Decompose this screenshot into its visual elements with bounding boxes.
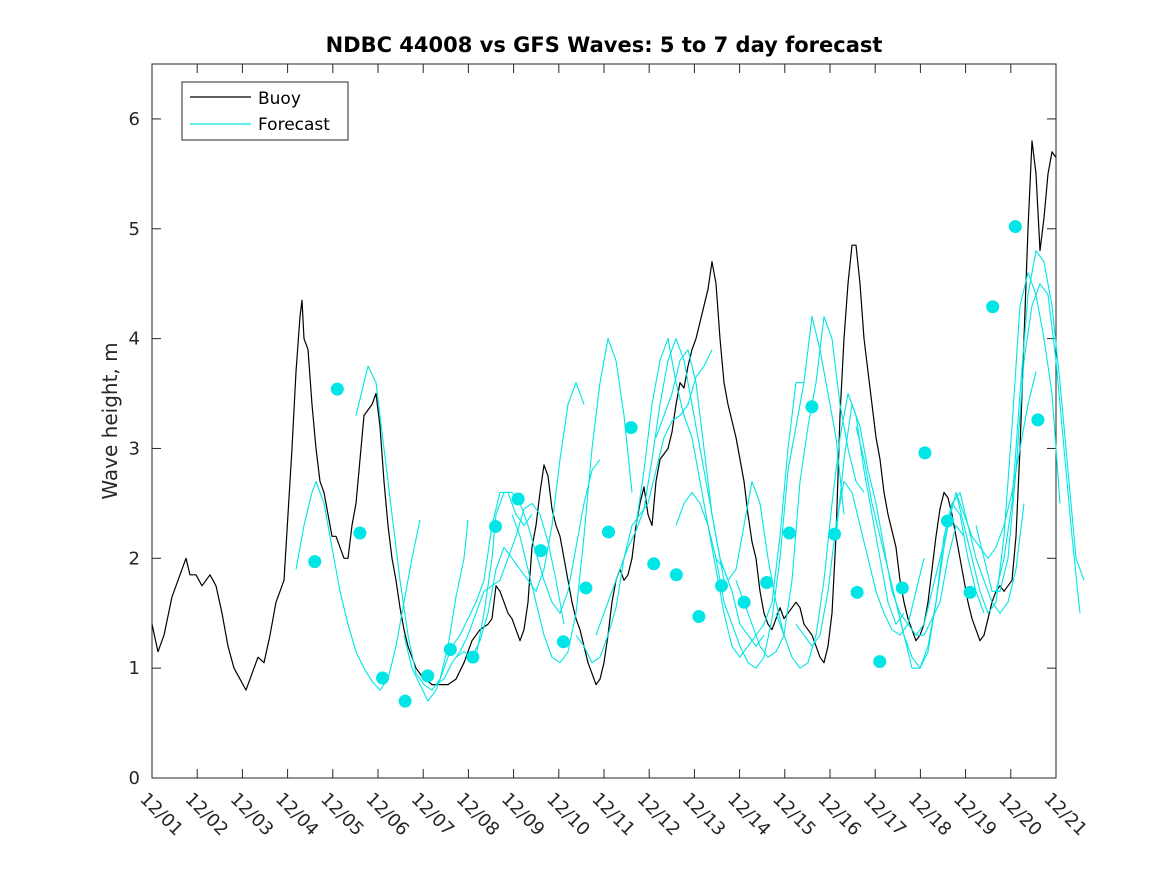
forecast-marker <box>941 514 955 528</box>
forecast-marker <box>308 555 322 569</box>
forecast-marker <box>511 492 525 506</box>
forecast-markers <box>308 220 1045 708</box>
chart-title: NDBC 44008 vs GFS Waves: 5 to 7 day fore… <box>326 33 883 57</box>
forecast-line <box>435 502 565 686</box>
forecast-marker <box>873 655 887 669</box>
forecast-line <box>975 283 1081 614</box>
y-tick-label: 2 <box>129 548 140 569</box>
forecast-line <box>835 403 965 636</box>
legend-forecast-label: Forecast <box>258 115 330 135</box>
forecast-line <box>403 491 533 702</box>
forecast-line <box>655 349 785 636</box>
forecast-marker <box>602 525 616 539</box>
legend-box <box>181 81 349 141</box>
forecast-line <box>955 272 1061 614</box>
y-tick-label: 4 <box>129 329 140 350</box>
forecast-marker <box>850 585 864 599</box>
forecast-marker <box>782 526 796 540</box>
y-tick-label: 5 <box>129 219 140 240</box>
forecast-series <box>295 250 1085 702</box>
forecast-line <box>355 365 469 691</box>
forecast-line <box>735 316 865 658</box>
forecast-marker <box>963 585 977 599</box>
legend: Buoy Forecast <box>181 81 349 141</box>
y-tick-label: 6 <box>129 109 140 130</box>
plot-area <box>151 63 1057 779</box>
y-tick-label: 1 <box>129 658 140 679</box>
forecast-marker <box>443 642 457 656</box>
forecast-marker <box>489 519 503 533</box>
forecast-marker <box>556 635 570 649</box>
y-axis: 0 1 2 3 4 5 6 <box>129 109 1056 789</box>
forecast-marker <box>421 669 435 683</box>
forecast-marker <box>647 557 661 571</box>
forecast-marker <box>715 579 729 593</box>
y-tick-label: 3 <box>129 438 140 459</box>
forecast-marker <box>398 694 412 708</box>
forecast-marker <box>692 610 706 624</box>
forecast-marker <box>1031 413 1045 427</box>
forecast-marker <box>669 568 683 582</box>
forecast-marker <box>353 526 367 540</box>
forecast-line <box>995 250 1085 592</box>
forecast-marker <box>534 544 548 558</box>
forecast-line <box>635 338 765 647</box>
forecast-line <box>715 316 845 669</box>
y-axis-label: Wave height, m <box>98 342 122 499</box>
forecast-marker <box>624 421 638 435</box>
forecast-marker <box>986 300 1000 314</box>
forecast-line <box>895 491 1025 669</box>
forecast-marker <box>330 382 344 396</box>
forecast-line <box>295 480 421 691</box>
forecast-line <box>775 392 905 669</box>
forecast-line <box>511 338 633 664</box>
forecast-marker <box>737 595 751 609</box>
forecast-marker <box>579 581 593 595</box>
series-layer <box>151 140 1085 708</box>
y-tick-label: 0 <box>129 768 140 789</box>
forecast-marker <box>466 650 480 664</box>
forecast-marker <box>1008 220 1022 234</box>
forecast-line <box>455 382 585 658</box>
forecast-line <box>595 338 725 636</box>
legend-buoy-label: Buoy <box>258 89 301 109</box>
forecast-marker <box>805 400 819 414</box>
forecast-marker <box>760 575 774 589</box>
forecast-line <box>675 382 804 658</box>
forecast-marker <box>895 581 909 595</box>
forecast-marker <box>376 671 390 685</box>
forecast-marker <box>828 527 842 541</box>
forecast-marker <box>918 446 932 460</box>
